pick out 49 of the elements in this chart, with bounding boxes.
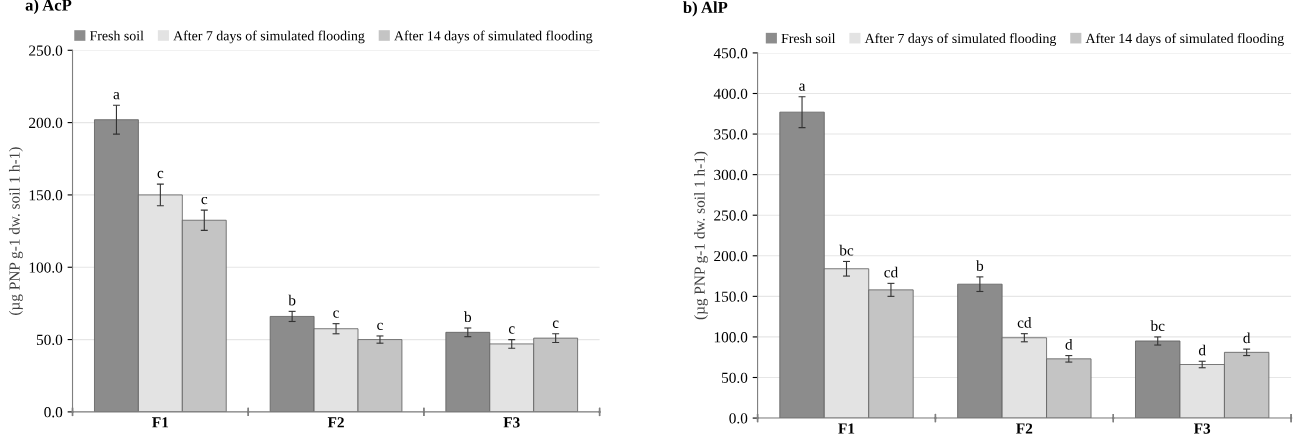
- annotation: c: [508, 326, 515, 334]
- annotation: c: [201, 196, 208, 205]
- y-tick-label: 250.0: [714, 210, 748, 221]
- x-tick-label: F2: [1016, 423, 1033, 434]
- annotation: d: [1065, 338, 1073, 350]
- y-tick-label: 200.0: [29, 117, 63, 129]
- y-tick-label: 50.0: [36, 334, 63, 346]
- annotation: a: [799, 83, 806, 91]
- annotation: d: [1198, 344, 1206, 356]
- legend-label: After 7 days of simulated flooding: [173, 30, 365, 44]
- y-tick-label: 250.0: [29, 45, 63, 56]
- legend-label: Fresh soil: [89, 30, 144, 41]
- annotation: c: [333, 310, 339, 318]
- y-tick-label: 200.0: [714, 250, 748, 262]
- x-tick-label: F1: [152, 417, 169, 428]
- annotation: a: [113, 92, 120, 100]
- annotation: bc: [1150, 320, 1165, 332]
- y-tick-label: 350.0: [714, 129, 748, 140]
- annotation: cd: [1017, 317, 1032, 328]
- legend-label: After 14 days of simulated flooding: [394, 30, 593, 44]
- y-tick-label: 450.0: [713, 48, 748, 59]
- y-tick-label: 100.0: [714, 332, 748, 343]
- y-tick-label: 150.0: [714, 291, 748, 302]
- annotation: bc: [839, 244, 854, 256]
- legend-label: After 7 days of simulated flooding: [864, 33, 1057, 46]
- y-tick-label: 0.0: [729, 413, 748, 424]
- legend-label: After 14 days of simulated flooding: [1085, 33, 1284, 46]
- y-axis-title: (µg PNP g-1 dw. soil 1 h-1): [8, 147, 23, 315]
- legend-label: Fresh soil: [781, 33, 836, 44]
- y-tick-label: 400.0: [713, 88, 748, 100]
- annotation: b: [976, 260, 984, 271]
- annotation: cd: [884, 266, 898, 278]
- annotation: c: [552, 320, 559, 328]
- annotation: d: [1243, 332, 1251, 344]
- x-tick-label: F3: [503, 417, 520, 428]
- annotation: c: [157, 170, 164, 179]
- annotation: c: [377, 322, 383, 331]
- annotation: b: [464, 311, 472, 323]
- x-tick-label: F2: [327, 417, 344, 428]
- y-tick-label: 300.0: [714, 169, 748, 181]
- y-tick-label: 150.0: [29, 190, 63, 201]
- x-tick-label: F1: [838, 423, 855, 434]
- chart-title: b) AlP: [683, 1, 728, 17]
- y-tick-label: 100.0: [29, 262, 63, 273]
- x-tick-label: F3: [1193, 423, 1211, 434]
- y-axis-title: (µg PNP g-1 dw. soil 1 h-1): [694, 151, 708, 320]
- y-tick-label: 50.0: [722, 372, 748, 384]
- annotation: b: [288, 294, 296, 306]
- y-tick-label: 0.0: [44, 407, 63, 418]
